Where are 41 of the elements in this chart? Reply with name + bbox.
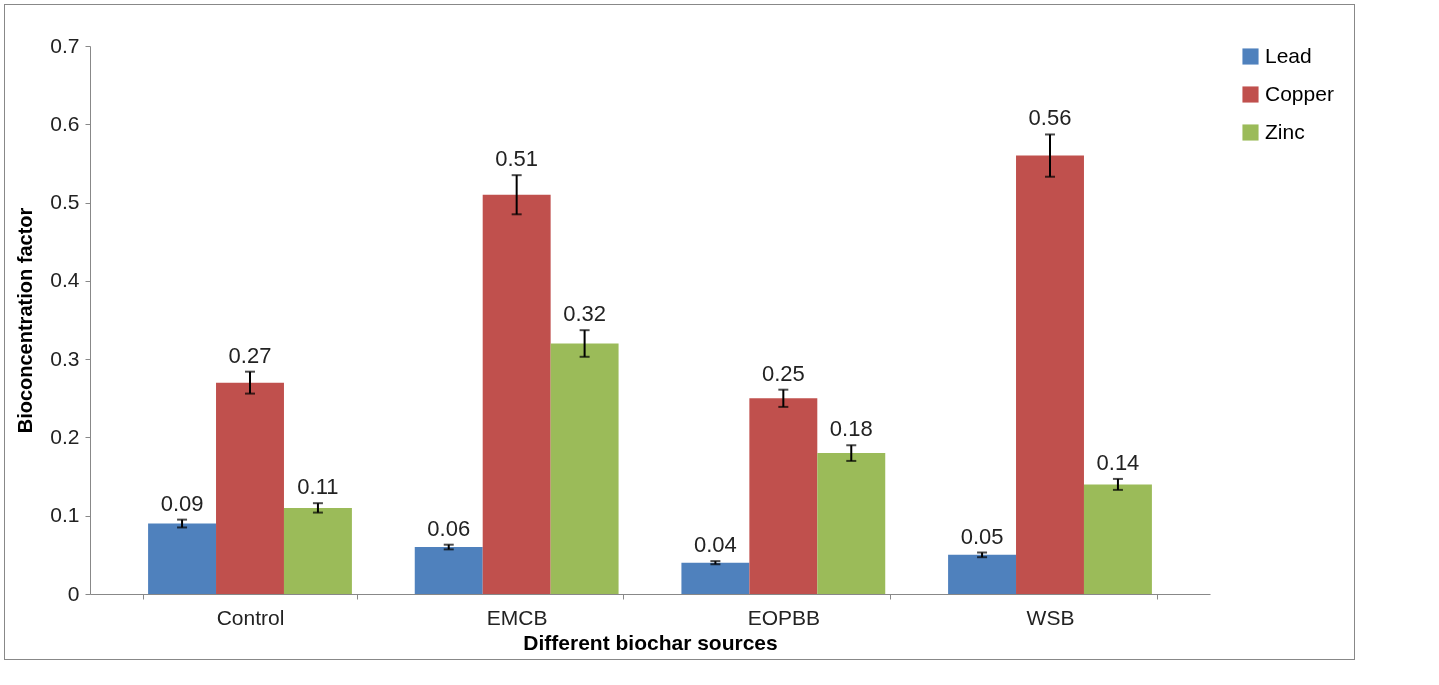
y-tick-label: 0.6 (50, 111, 80, 135)
data-label: 0.06 (427, 515, 471, 541)
data-label: 0.14 (1096, 449, 1140, 475)
bar (283, 507, 352, 594)
bar (414, 547, 483, 594)
bar (1083, 484, 1152, 594)
x-tick-label: EOPBB (747, 605, 821, 629)
data-label: 0.27 (228, 342, 272, 368)
y-tick-label: 0.5 (50, 190, 80, 214)
legend-label: Lead (1265, 43, 1312, 67)
x-tick-label: EMCB (486, 605, 548, 629)
y-tick-label: 0 (67, 581, 80, 605)
bar (148, 523, 217, 594)
bar (749, 398, 818, 594)
data-label: 0.05 (960, 523, 1004, 549)
bar (948, 554, 1017, 594)
legend-label: Copper (1265, 81, 1334, 105)
y-tick-label: 0.7 (50, 33, 80, 57)
bar (482, 194, 551, 594)
data-label: 0.11 (297, 474, 339, 500)
y-tick-label: 0.1 (50, 503, 80, 527)
data-label: 0.32 (563, 301, 607, 327)
bar (817, 453, 886, 594)
y-axis-title: Bioconcentration factor (14, 207, 37, 434)
bar (681, 562, 750, 594)
y-tick-label: 0.2 (50, 424, 80, 448)
x-axis-title: Different biochar sources (523, 630, 778, 654)
x-tick-label: WSB (1026, 605, 1075, 629)
data-label: 0.18 (829, 416, 873, 442)
data-label: 0.25 (761, 360, 805, 386)
data-label: 0.09 (160, 490, 204, 516)
legend-label: Zinc (1265, 119, 1305, 143)
y-tick-label: 0.3 (50, 346, 80, 370)
data-label: 0.51 (495, 146, 539, 172)
y-tick-label: 0.4 (50, 268, 80, 292)
data-label: 0.04 (693, 532, 737, 558)
x-tick-label: Control (216, 605, 285, 629)
bar (550, 343, 619, 594)
data-label: 0.56 (1028, 105, 1072, 131)
bar (1016, 155, 1084, 594)
bar (216, 382, 284, 594)
